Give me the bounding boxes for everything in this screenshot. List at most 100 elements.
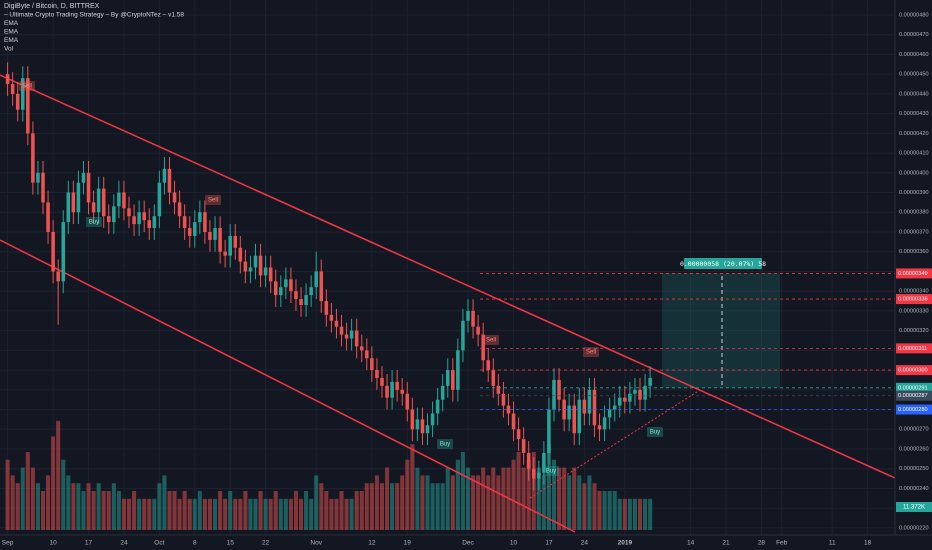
y-tick-label: 0.00000410: [899, 151, 929, 157]
price-label-box: [896, 343, 932, 354]
volume-bar: [223, 498, 228, 530]
legend-entry: Vol: [4, 46, 14, 53]
volume-bar: [511, 459, 516, 530]
x-tick-label: 8: [193, 540, 197, 547]
x-tick-label: 18: [864, 540, 872, 547]
volume-bar: [334, 498, 339, 530]
candle-body: [349, 330, 354, 339]
volume-bar: [435, 483, 440, 530]
signal-label: Buy: [546, 469, 556, 475]
candle-body: [638, 389, 642, 400]
volume-bar: [253, 498, 258, 530]
trend-line: [0, 74, 896, 479]
candle-body: [597, 425, 602, 430]
volume-bar: [390, 483, 395, 530]
candle-body: [618, 397, 622, 406]
volume-bar: [30, 467, 35, 530]
volume-bar: [228, 491, 233, 530]
price-label: 0.00000291: [898, 385, 928, 391]
y-tick-label: 0.00000330: [899, 308, 929, 314]
candle-body: [607, 409, 612, 418]
volume-bar: [81, 491, 86, 530]
price-label-box: [896, 404, 932, 415]
legend-entry: EMA: [4, 29, 19, 36]
candle-body: [430, 413, 435, 426]
candle-body: [152, 216, 157, 229]
candle-body: [71, 192, 76, 213]
candle-body: [324, 301, 329, 315]
candle-body: [258, 255, 263, 276]
candle-body: [592, 389, 597, 426]
volume-bar: [374, 475, 379, 530]
chart-title: DigiByte / Bitcoin, D, BITTREX: [4, 3, 100, 10]
legend-entry: EMA: [4, 20, 19, 27]
volume-bar: [541, 475, 546, 530]
candle-body: [491, 370, 496, 386]
candle-body: [238, 247, 243, 262]
volume-bar: [56, 420, 61, 530]
candle-body: [248, 267, 253, 272]
volume-bar: [627, 498, 632, 530]
signal-label: Sell: [486, 338, 496, 344]
profit-zone: [662, 273, 780, 388]
volume-bar: [46, 475, 51, 530]
volume-bar: [592, 483, 597, 530]
candle-body: [167, 168, 172, 193]
volume-bar: [425, 475, 430, 530]
volume-bar: [197, 491, 202, 530]
candle-body: [213, 228, 217, 240]
volume-bar: [283, 498, 288, 530]
volume-bar: [471, 475, 476, 530]
volume-bar: [562, 467, 567, 530]
volume-bar: [607, 491, 612, 530]
volume-bar: [339, 491, 344, 530]
candle-body: [344, 334, 349, 339]
price-label-box: [896, 268, 932, 279]
volume-bar: [602, 491, 607, 530]
candle-body: [435, 399, 440, 414]
volume-bar: [172, 491, 177, 530]
candle-body: [66, 192, 71, 223]
volume-bar: [152, 498, 157, 530]
candle-body: [602, 417, 607, 430]
price-label: 0.00000300: [898, 368, 928, 374]
candle-body: [284, 279, 288, 288]
volume-bar: [111, 483, 116, 530]
x-tick-label: 24: [581, 540, 589, 547]
price-label: 0.00000287: [898, 393, 928, 399]
x-tick-label: 14: [687, 540, 695, 547]
signal-box: [205, 195, 221, 205]
axes: 0.000002200.000002300.000002400.00000250…: [2, 12, 932, 547]
x-tick-label: 15: [227, 540, 235, 547]
y-tick-label: 0.00000360: [899, 249, 929, 255]
volume-bar: [187, 498, 192, 530]
signal-box: [19, 81, 35, 91]
x-tick-label: 19: [404, 540, 412, 547]
candle-body: [648, 377, 652, 386]
candle-body: [51, 231, 55, 272]
volume-bar: [86, 483, 91, 530]
volume-bar: [476, 475, 481, 530]
volume-bar: [567, 475, 572, 530]
volume-bar: [405, 459, 410, 530]
volume-bar: [521, 467, 526, 530]
signal-label: Buy: [650, 430, 660, 436]
candle-body: [172, 192, 177, 203]
candle-body: [496, 385, 501, 394]
candle-body: [26, 78, 30, 134]
volume-bar: [349, 498, 354, 530]
volume-bar: [202, 498, 207, 530]
y-tick-label: 0.00000320: [899, 328, 929, 334]
candle-body: [572, 405, 577, 434]
x-tick-label: Nov: [310, 540, 322, 547]
volume-bar: [126, 498, 132, 530]
x-tick-label: 21: [722, 540, 730, 547]
volume-bar: [25, 452, 30, 530]
candle-body: [203, 212, 207, 232]
volume-bar: [577, 475, 582, 530]
volume-bar: [207, 498, 212, 530]
volume-bar: [61, 459, 66, 530]
candle-body: [147, 220, 152, 229]
price-label: 0.00000336: [898, 297, 928, 303]
